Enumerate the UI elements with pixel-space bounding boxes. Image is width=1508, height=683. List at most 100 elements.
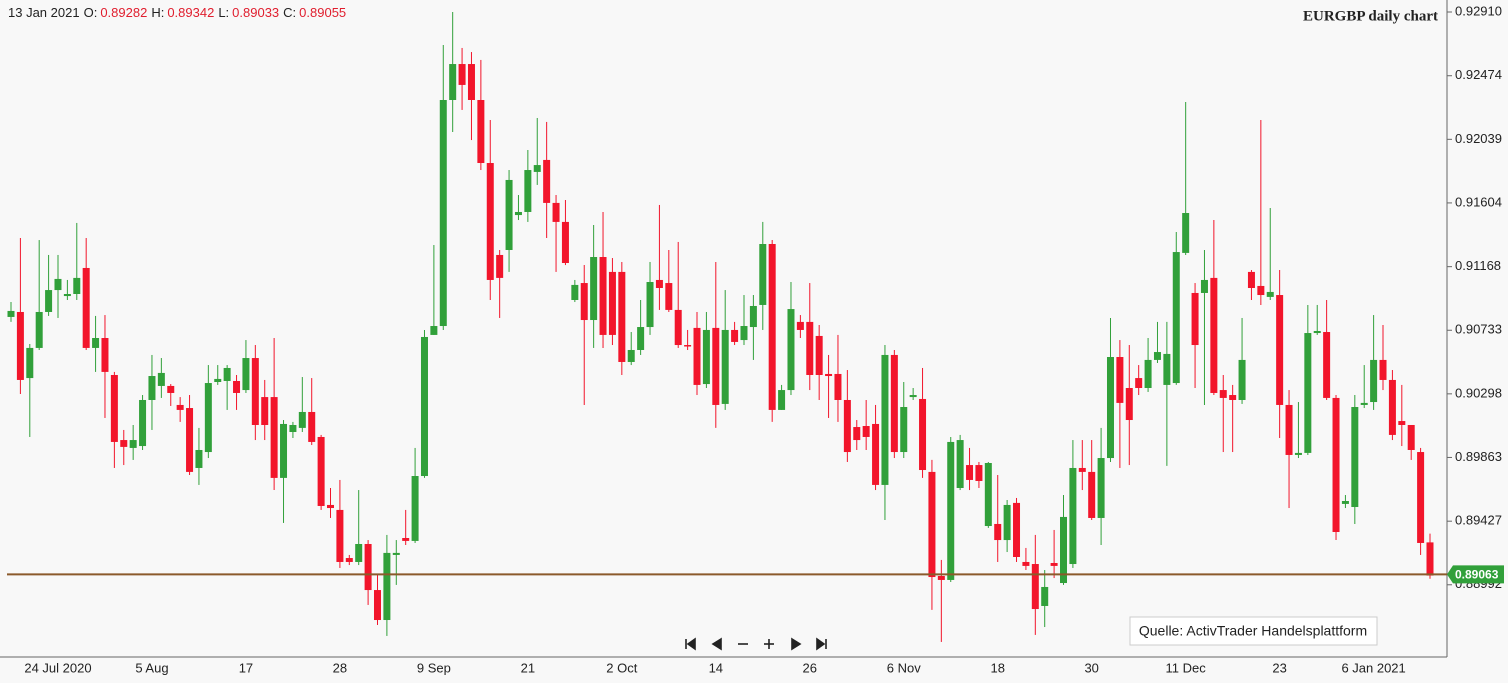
candle-body [928, 471, 936, 578]
candle-body [975, 465, 983, 481]
candle-body [684, 345, 692, 347]
candle-body [580, 283, 588, 321]
candle-body [749, 305, 757, 328]
candle-body [608, 271, 616, 335]
candle-body [420, 336, 428, 477]
y-tick-label: 0.91604 [1455, 194, 1502, 209]
candle-body [966, 465, 974, 480]
candle-body [45, 290, 53, 312]
candle-body [54, 278, 62, 291]
candle-body [298, 411, 306, 428]
candle-body [590, 257, 598, 321]
candle-body [233, 380, 241, 393]
candle-body [1313, 330, 1321, 334]
nav-zoom-in[interactable] [764, 639, 774, 649]
candle-body [261, 397, 269, 425]
x-tick-label: 24 Jul 2020 [24, 660, 91, 675]
candle-body [1285, 404, 1293, 455]
candle-body [402, 537, 410, 541]
candle-body [1360, 402, 1368, 405]
candle-body [1229, 395, 1237, 400]
candle-body [467, 64, 475, 100]
candle-body [787, 309, 795, 391]
candle-body [984, 462, 992, 527]
candle-body [383, 552, 391, 621]
header-label: O: [84, 5, 98, 20]
y-tick-label: 0.91168 [1455, 258, 1501, 273]
x-tick-label: 21 [521, 660, 535, 675]
price-label: 0.89063 [1455, 568, 1499, 582]
candle-body [1370, 359, 1378, 403]
candle-body [317, 436, 325, 506]
candle-body [1398, 421, 1406, 425]
candle-body [1172, 252, 1180, 384]
x-tick-label: 9 Sep [417, 660, 451, 675]
y-tick-label: 0.92910 [1455, 3, 1502, 18]
candle-body [176, 404, 184, 410]
candle-body [843, 399, 851, 453]
candle-body [439, 99, 447, 327]
candle-body [1191, 292, 1199, 346]
candle-body [1116, 357, 1124, 403]
candle-body [1257, 285, 1265, 296]
candle-body [721, 329, 729, 404]
candle-body [345, 558, 353, 562]
price-tag [1447, 565, 1504, 584]
header-label: C: [283, 5, 296, 20]
nav-first[interactable] [685, 637, 696, 651]
candle-body [1341, 501, 1349, 504]
y-tick-label: 0.90733 [1455, 322, 1502, 337]
candle-body [167, 385, 175, 393]
candle-body [937, 576, 945, 580]
candle-body [120, 440, 128, 447]
header-label: H: [151, 5, 164, 20]
candle-body [1351, 407, 1359, 508]
y-tick-label: 0.90298 [1455, 385, 1502, 400]
candle-body [1417, 452, 1425, 543]
candle-body [571, 284, 579, 300]
candle-body [477, 99, 485, 164]
candle-body [1144, 359, 1152, 389]
nav-last[interactable] [816, 637, 827, 651]
candle-body [862, 426, 870, 437]
candle-body [1407, 424, 1415, 450]
x-tick-label: 5 Aug [135, 660, 168, 675]
candle-body [514, 211, 522, 216]
candle-body [1294, 452, 1302, 455]
candle-body [599, 257, 607, 335]
candle-body [1332, 397, 1340, 533]
candle-body [251, 358, 259, 425]
candle-body [73, 277, 81, 294]
candle-body [1247, 271, 1255, 289]
candle-body [92, 338, 100, 348]
source-box: Quelle: ActivTrader Handelsplattform [1129, 616, 1378, 646]
candle-body [1153, 352, 1161, 360]
nav-back[interactable] [711, 637, 722, 651]
x-tick-label: 11 Dec [1166, 660, 1207, 675]
y-tick-label: 0.89427 [1455, 513, 1502, 528]
candle-body [778, 390, 786, 410]
candle-body [947, 441, 955, 580]
x-tick-label: 18 [990, 660, 1004, 675]
source-note: Quelle: ActivTrader Handelsplattform [1139, 623, 1367, 639]
candle-body [1031, 564, 1039, 610]
candle-body [26, 347, 34, 379]
candle-body [655, 279, 663, 289]
plot-area [7, 11, 1434, 642]
candle-body [994, 523, 1002, 541]
candle-body [740, 326, 748, 341]
candle-body [186, 408, 194, 472]
y-tick-label: 0.89863 [1455, 449, 1502, 464]
candle-body [890, 354, 898, 453]
candle-body [552, 202, 560, 222]
nav-forward[interactable] [791, 637, 802, 651]
candle-body [909, 395, 917, 398]
candle-body [1106, 357, 1114, 459]
candle-body [82, 267, 90, 348]
candle-body [1266, 291, 1274, 297]
candle-body [1426, 542, 1434, 576]
candle-body [618, 271, 626, 362]
